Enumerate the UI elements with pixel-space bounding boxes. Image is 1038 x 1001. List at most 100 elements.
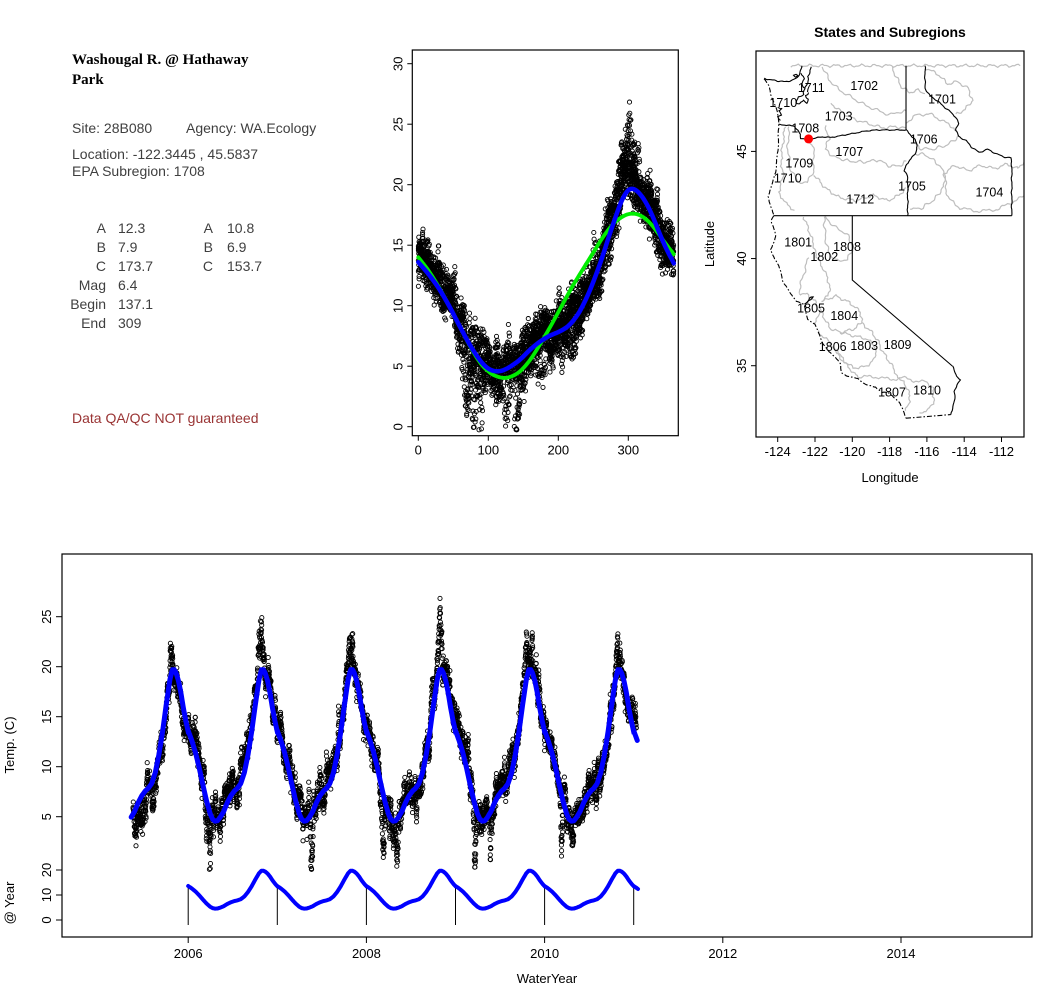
x-axis-title: WaterYear: [517, 971, 578, 986]
wateryear-timeseries-chart: 2006 2008 2010 2012 2014 5 10 15 20 25 0 10 20 WaterY…: [2, 553, 1033, 986]
x-tick-label: -122: [802, 444, 828, 459]
site-id: Site: 28B080: [72, 120, 153, 136]
timeseries-plot-area: [128, 595, 640, 925]
x-tick-label: -120: [839, 444, 865, 459]
table-row: Begin 137.1: [70, 296, 154, 312]
y-tick-label: 15: [39, 709, 54, 723]
annual-component-curve: [186, 868, 640, 911]
x-tick-label: 2014: [887, 946, 916, 961]
station-title-line2: Park: [72, 72, 104, 88]
y-tick-label: 15: [390, 238, 405, 252]
subregion-label: 1805: [797, 301, 825, 315]
station-title-line1: Washougal R. @ Hathaway: [72, 52, 249, 68]
y-axis-title-year: @ Year: [2, 881, 17, 925]
table-row: B 7.9 B 6.9: [96, 239, 247, 255]
subregion-label: 1702: [850, 79, 878, 93]
y-tick-label: 20: [39, 863, 54, 877]
x-tick-label: 2012: [708, 946, 737, 961]
x-tick-label: -112: [989, 444, 1014, 459]
x-tick-label: 2010: [530, 946, 559, 961]
table-row: End 309: [81, 315, 142, 331]
qaqc-warning: Data QA/QC NOT guaranteed: [72, 410, 259, 426]
x-tick-label: -118: [877, 444, 902, 459]
daily-observations-points: [130, 595, 639, 872]
subregion-label: 1710: [769, 96, 797, 110]
y-tick-label: 45: [734, 144, 749, 158]
subregion-label: 1705: [898, 179, 926, 193]
subregion-label: 1807: [878, 386, 906, 400]
table-row: C 173.7 C 153.7: [95, 258, 263, 274]
subregion-label: 1806: [819, 340, 847, 354]
fit-parameters-table: A 12.3 A 10.8 B 7.9 B 6.9 C 173.7 C 153.7 Mag 6.4 …: [60, 219, 340, 333]
plot-box: [411, 49, 679, 437]
subregion-label: 1708: [791, 121, 819, 135]
y-tick-label: 10: [39, 888, 54, 902]
location: Location: -122.3445 , 45.5837: [72, 146, 259, 162]
x-tick-label: 2008: [352, 946, 381, 961]
subregion-label: 1711: [798, 81, 825, 95]
subregion-label: 1803: [850, 339, 878, 353]
subregion-label: 1710: [774, 171, 802, 185]
subregion-label: 1809: [884, 338, 912, 352]
y-tick-label: 30: [390, 56, 405, 70]
subregion-label: 1701: [928, 92, 956, 106]
subregion-label: 1703: [825, 109, 853, 123]
y-tick-label: 0: [39, 916, 54, 923]
seasonal-pattern-chart: 0 100 200 300 0 5 10 15 20 25 30: [390, 49, 679, 458]
table-row: A 12.3 A 10.8: [96, 220, 255, 236]
subregion-label: 1709: [785, 156, 813, 170]
wateryear-markers: [187, 886, 635, 925]
station-title: Washougal R. @ Hathaway Park: [72, 50, 332, 90]
y-tick-label: 10: [39, 759, 54, 773]
state-boundaries: [763, 65, 1013, 419]
y-tick-label: 5: [390, 363, 405, 370]
agency: Agency: WA.Ecology: [186, 120, 317, 136]
y-tick-label: 35: [734, 358, 749, 372]
daily-observations-points: [415, 99, 677, 433]
y-axis-title-temp: Temp. (C): [2, 716, 17, 773]
y-tick-label: 5: [39, 813, 54, 820]
epa-subregion: EPA Subregion: 1708: [72, 163, 205, 179]
x-tick-label: 0: [415, 443, 422, 458]
seasonal-plot-area: [415, 99, 677, 433]
seasonal-fit-curve: [128, 667, 640, 824]
plot-box: [61, 553, 1033, 938]
map-title: States and Subregions: [814, 24, 966, 40]
subregion-label: 1706: [910, 132, 938, 146]
y-tick-label: 10: [390, 298, 405, 312]
subregion-labels: 1711 170217011710170317081706170717091710…: [769, 79, 1003, 400]
y-tick-label: 0: [390, 423, 405, 430]
subregion-label: 1712: [846, 193, 874, 207]
x-tick-label: -114: [952, 444, 977, 459]
x-tick-label: 2006: [174, 946, 203, 961]
x-tick-label: -116: [914, 444, 939, 459]
site-location-marker: [804, 134, 814, 144]
y-tick-label: 20: [390, 177, 405, 191]
x-tick-label: -124: [765, 444, 791, 459]
x-tick-label: 100: [477, 443, 499, 458]
y-axis-title: Latitude: [702, 221, 717, 267]
x-tick-label: 300: [617, 443, 639, 458]
x-axis-title: Longitude: [861, 470, 918, 485]
seasonal-fit-curve-blue: [416, 186, 677, 374]
seasonal-axes: 0 100 200 300 0 5 10 15 20 25 30: [390, 56, 639, 457]
x-tick-label: 200: [547, 443, 569, 458]
table-row: Mag 6.4: [78, 277, 138, 293]
subregion-label: 1810: [913, 383, 941, 397]
timeseries-axes: 2006 2008 2010 2012 2014 5 10 15 20 25 0 10 20 WaterY…: [2, 609, 915, 986]
subregion-label: 1808: [833, 240, 861, 254]
subregion-label: 1804: [830, 309, 858, 323]
subregion-label: 1704: [975, 185, 1003, 199]
y-tick-label: 25: [390, 117, 405, 131]
y-tick-label: 40: [734, 251, 749, 265]
subregion-label: 1801: [784, 236, 812, 250]
y-tick-label: 25: [39, 609, 54, 623]
subregion-label: 1802: [810, 250, 838, 264]
y-tick-label: 20: [39, 659, 54, 673]
subregion-label: 1707: [835, 145, 863, 159]
map-axes: -124 -122 -120 -118 -116 -114 -112 35 40 45 Longit…: [702, 144, 1014, 485]
subregion-boundaries: [777, 63, 1024, 414]
map-area: 1711 170217011710170317081706170717091710…: [763, 63, 1024, 419]
